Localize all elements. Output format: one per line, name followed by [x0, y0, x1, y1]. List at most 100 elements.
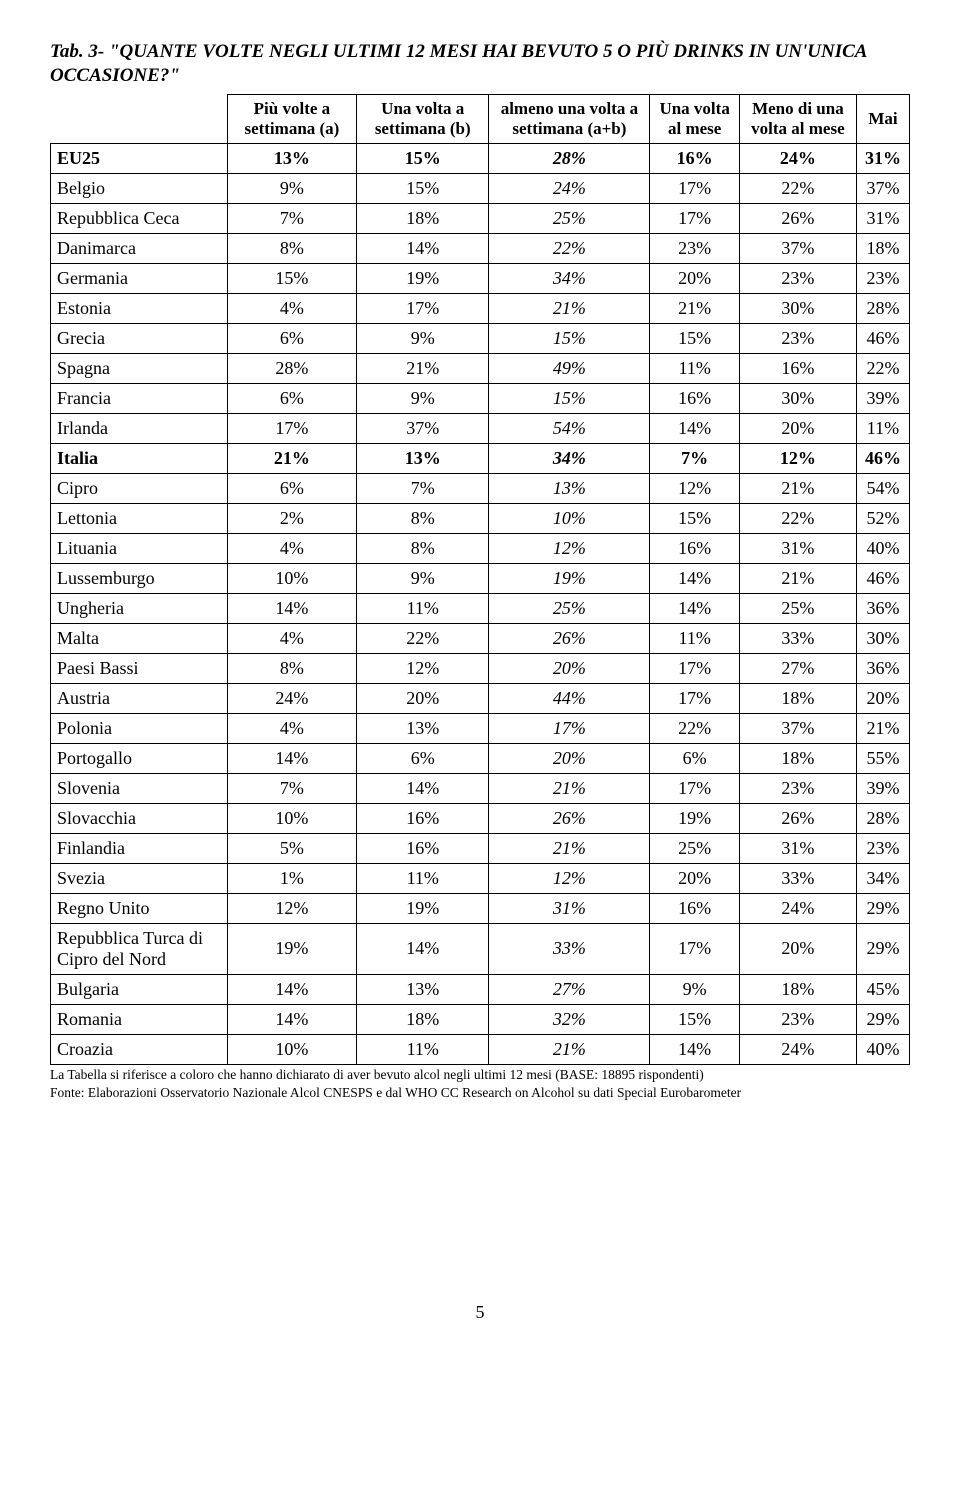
value-cell: 4%: [227, 713, 356, 743]
value-cell: 17%: [650, 683, 739, 713]
value-cell: 34%: [489, 443, 650, 473]
value-cell: 12%: [650, 473, 739, 503]
country-cell: Portogallo: [51, 743, 228, 773]
value-cell: 28%: [856, 803, 909, 833]
country-cell: EU25: [51, 143, 228, 173]
value-cell: 54%: [856, 473, 909, 503]
table-row: Repubblica Turca di Cipro del Nord19%14%…: [51, 923, 910, 974]
table-row: Regno Unito12%19%31%16%24%29%: [51, 893, 910, 923]
table-row: Lituania4%8%12%16%31%40%: [51, 533, 910, 563]
value-cell: 39%: [856, 773, 909, 803]
footnote-2: Fonte: Elaborazioni Osservatorio Naziona…: [50, 1085, 910, 1102]
value-cell: 11%: [357, 863, 489, 893]
value-cell: 17%: [489, 713, 650, 743]
col-header-6: Mai: [856, 94, 909, 143]
value-cell: 26%: [739, 203, 856, 233]
value-cell: 15%: [227, 263, 356, 293]
value-cell: 52%: [856, 503, 909, 533]
value-cell: 21%: [489, 1034, 650, 1064]
value-cell: 37%: [856, 173, 909, 203]
value-cell: 23%: [856, 833, 909, 863]
value-cell: 18%: [357, 1004, 489, 1034]
table-row: Germania15%19%34%20%23%23%: [51, 263, 910, 293]
value-cell: 21%: [357, 353, 489, 383]
table-row: Slovacchia10%16%26%19%26%28%: [51, 803, 910, 833]
value-cell: 18%: [739, 683, 856, 713]
country-cell: Ungheria: [51, 593, 228, 623]
col-header-4: Una volta al mese: [650, 94, 739, 143]
value-cell: 39%: [856, 383, 909, 413]
country-cell: Estonia: [51, 293, 228, 323]
table-row: Slovenia7%14%21%17%23%39%: [51, 773, 910, 803]
value-cell: 4%: [227, 293, 356, 323]
col-header-3: almeno una volta a settimana (a+b): [489, 94, 650, 143]
value-cell: 22%: [739, 173, 856, 203]
value-cell: 10%: [227, 563, 356, 593]
value-cell: 36%: [856, 653, 909, 683]
table-row: Danimarca8%14%22%23%37%18%: [51, 233, 910, 263]
value-cell: 46%: [856, 563, 909, 593]
value-cell: 14%: [650, 563, 739, 593]
value-cell: 37%: [357, 413, 489, 443]
value-cell: 14%: [227, 593, 356, 623]
value-cell: 5%: [227, 833, 356, 863]
value-cell: 20%: [489, 743, 650, 773]
value-cell: 21%: [650, 293, 739, 323]
country-cell: Irlanda: [51, 413, 228, 443]
country-cell: Danimarca: [51, 233, 228, 263]
value-cell: 20%: [357, 683, 489, 713]
value-cell: 21%: [739, 563, 856, 593]
table-row: Svezia1%11%12%20%33%34%: [51, 863, 910, 893]
value-cell: 16%: [650, 143, 739, 173]
value-cell: 10%: [489, 503, 650, 533]
value-cell: 26%: [489, 803, 650, 833]
value-cell: 34%: [856, 863, 909, 893]
country-cell: Croazia: [51, 1034, 228, 1064]
value-cell: 21%: [489, 293, 650, 323]
value-cell: 16%: [739, 353, 856, 383]
value-cell: 20%: [856, 683, 909, 713]
value-cell: 30%: [739, 293, 856, 323]
value-cell: 19%: [650, 803, 739, 833]
value-cell: 23%: [856, 263, 909, 293]
value-cell: 15%: [650, 503, 739, 533]
value-cell: 33%: [739, 623, 856, 653]
value-cell: 21%: [227, 443, 356, 473]
value-cell: 6%: [227, 473, 356, 503]
country-cell: Paesi Bassi: [51, 653, 228, 683]
table-row: Repubblica Ceca7%18%25%17%26%31%: [51, 203, 910, 233]
value-cell: 46%: [856, 323, 909, 353]
table-row: Lussemburgo10%9%19%14%21%46%: [51, 563, 910, 593]
value-cell: 23%: [739, 263, 856, 293]
data-table: Più volte a settimana (a)Una volta a set…: [50, 94, 910, 1065]
value-cell: 29%: [856, 893, 909, 923]
value-cell: 30%: [856, 623, 909, 653]
value-cell: 23%: [739, 1004, 856, 1034]
value-cell: 6%: [650, 743, 739, 773]
value-cell: 25%: [489, 203, 650, 233]
value-cell: 46%: [856, 443, 909, 473]
country-cell: Germania: [51, 263, 228, 293]
table-row: Croazia10%11%21%14%24%40%: [51, 1034, 910, 1064]
value-cell: 15%: [650, 1004, 739, 1034]
value-cell: 30%: [739, 383, 856, 413]
country-cell: Slovacchia: [51, 803, 228, 833]
country-cell: Repubblica Ceca: [51, 203, 228, 233]
value-cell: 12%: [489, 863, 650, 893]
table-row: Estonia4%17%21%21%30%28%: [51, 293, 910, 323]
page-number: 5: [50, 1302, 910, 1323]
country-cell: Lussemburgo: [51, 563, 228, 593]
value-cell: 16%: [357, 833, 489, 863]
value-cell: 29%: [856, 1004, 909, 1034]
value-cell: 11%: [357, 593, 489, 623]
value-cell: 8%: [357, 503, 489, 533]
value-cell: 19%: [357, 893, 489, 923]
value-cell: 15%: [650, 323, 739, 353]
value-cell: 11%: [650, 353, 739, 383]
table-row: Francia6%9%15%16%30%39%: [51, 383, 910, 413]
value-cell: 1%: [227, 863, 356, 893]
value-cell: 20%: [739, 923, 856, 974]
value-cell: 8%: [227, 653, 356, 683]
value-cell: 18%: [739, 743, 856, 773]
country-cell: Italia: [51, 443, 228, 473]
